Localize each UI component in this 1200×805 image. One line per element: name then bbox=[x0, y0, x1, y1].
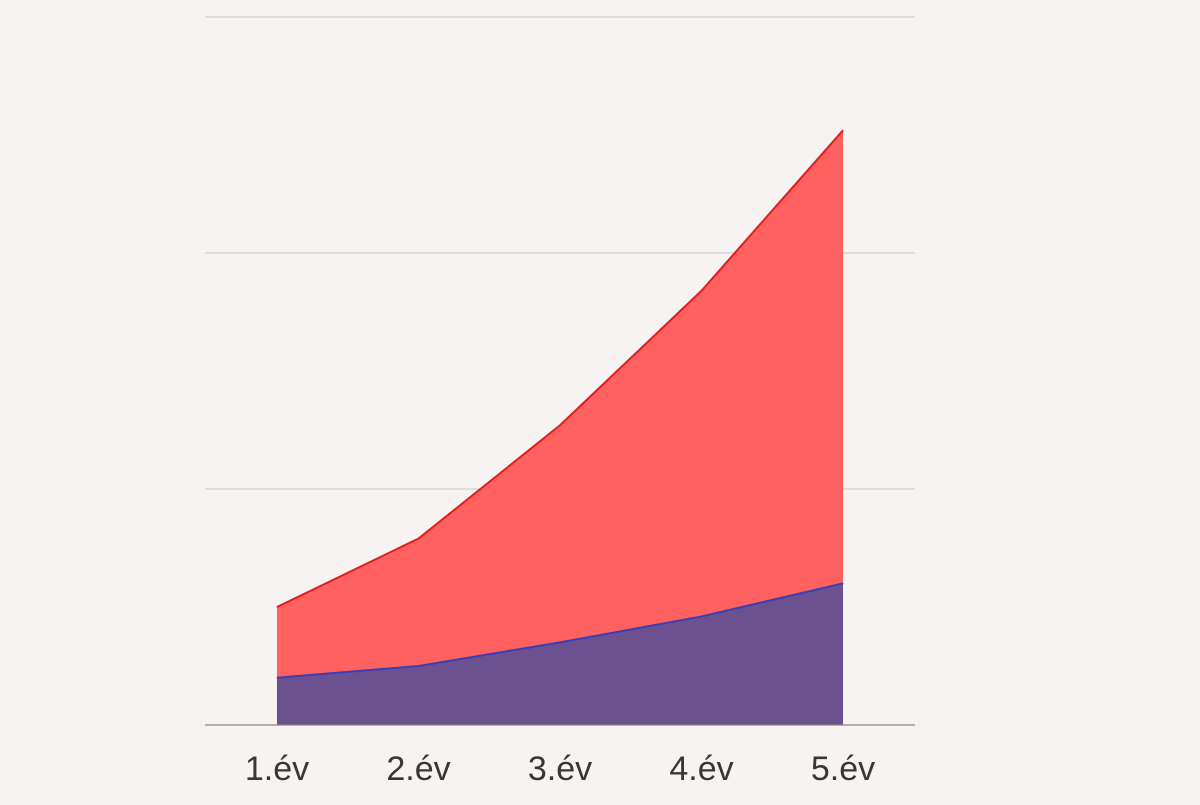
series-2-point-2 bbox=[418, 665, 419, 667]
x-tick-label: 3.év bbox=[528, 750, 592, 788]
series-2-point-3 bbox=[559, 641, 561, 643]
series-1-point-3 bbox=[559, 424, 561, 426]
series-1-area bbox=[277, 130, 843, 725]
series-2-point-1 bbox=[276, 677, 278, 679]
series-2-area bbox=[277, 583, 843, 725]
x-tick-label: 2.év bbox=[386, 750, 450, 788]
series-2-point-5 bbox=[842, 582, 844, 584]
series-1-point-4 bbox=[701, 290, 702, 292]
series-2-point-4 bbox=[701, 615, 702, 617]
x-tick-label: 4.év bbox=[669, 750, 733, 788]
series-1-point-5 bbox=[842, 129, 844, 131]
series-1-point-2 bbox=[418, 538, 419, 540]
x-tick-label: 1.év bbox=[245, 750, 309, 788]
series-areas bbox=[276, 129, 844, 725]
series-1-point-1 bbox=[276, 606, 278, 608]
x-tick-label: 5.év bbox=[811, 750, 875, 788]
x-tick-labels: 1.év 2.év 3.év 4.év 5.év bbox=[245, 750, 875, 788]
